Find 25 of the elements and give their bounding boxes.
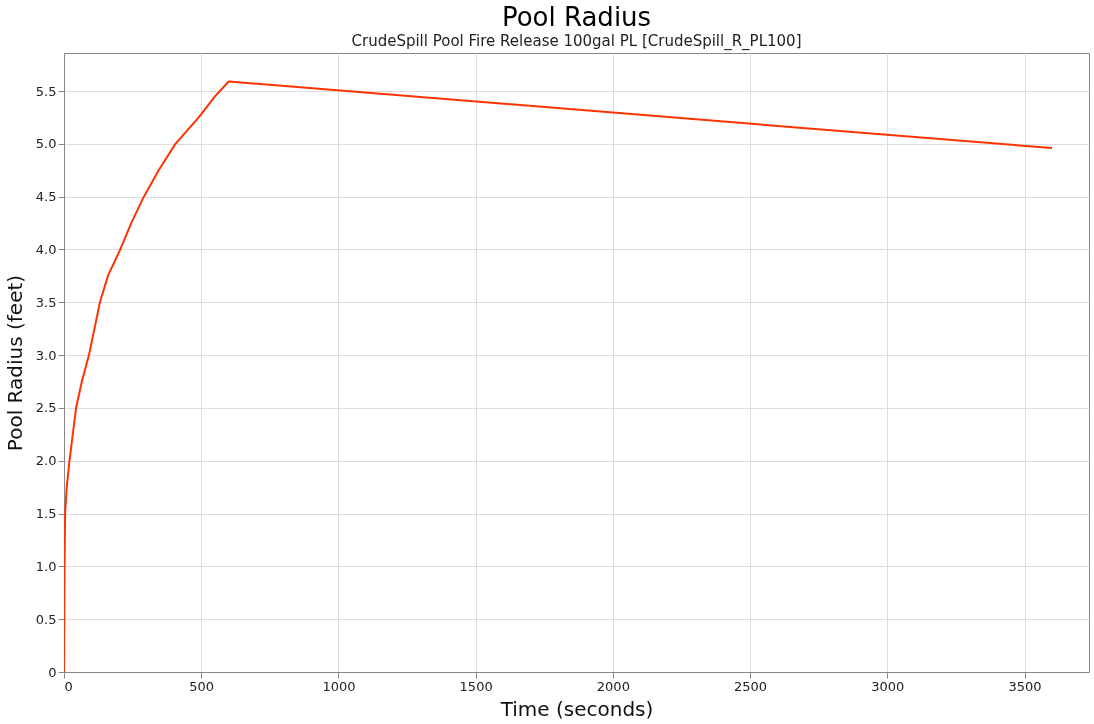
y-tick-label: 5.5: [35, 83, 57, 99]
y-tick-label: 1.5: [35, 506, 57, 522]
y-tick-label: 4.0: [35, 241, 57, 257]
x-tick-label: 3000: [871, 678, 905, 694]
y-tick-label: 0.5: [35, 611, 57, 627]
y-tick-label: 0: [48, 664, 57, 680]
x-tick-label: 0: [64, 678, 73, 694]
y-tick-label: 3.5: [35, 294, 57, 310]
y-axis-title: Pool Radius (feet): [2, 274, 27, 452]
x-tick-label: 2000: [596, 678, 630, 694]
x-tick-label: 3500: [1008, 678, 1042, 694]
chart-title: Pool Radius: [501, 2, 652, 32]
line-series: [64, 80, 1053, 672]
chart-subtitle: CrudeSpill Pool Fire Release 100gal PL [CrudeSpill_R_PL100]: [351, 32, 802, 51]
x-axis-title: Time (seconds): [499, 696, 654, 721]
y-tick-label: 2.0: [35, 453, 57, 469]
x-tick-label: 500: [189, 678, 215, 694]
x-tick-label: 1500: [459, 678, 493, 694]
y-tick-label: 4.5: [35, 189, 57, 205]
y-tick-label: 2.5: [35, 400, 57, 416]
y-tick-label: 5.0: [35, 136, 57, 152]
y-tick-label: 1.0: [35, 558, 57, 574]
x-tick-label: 1000: [322, 678, 356, 694]
y-tick-label: 3.0: [35, 347, 57, 363]
x-tick-label: 2500: [734, 678, 768, 694]
